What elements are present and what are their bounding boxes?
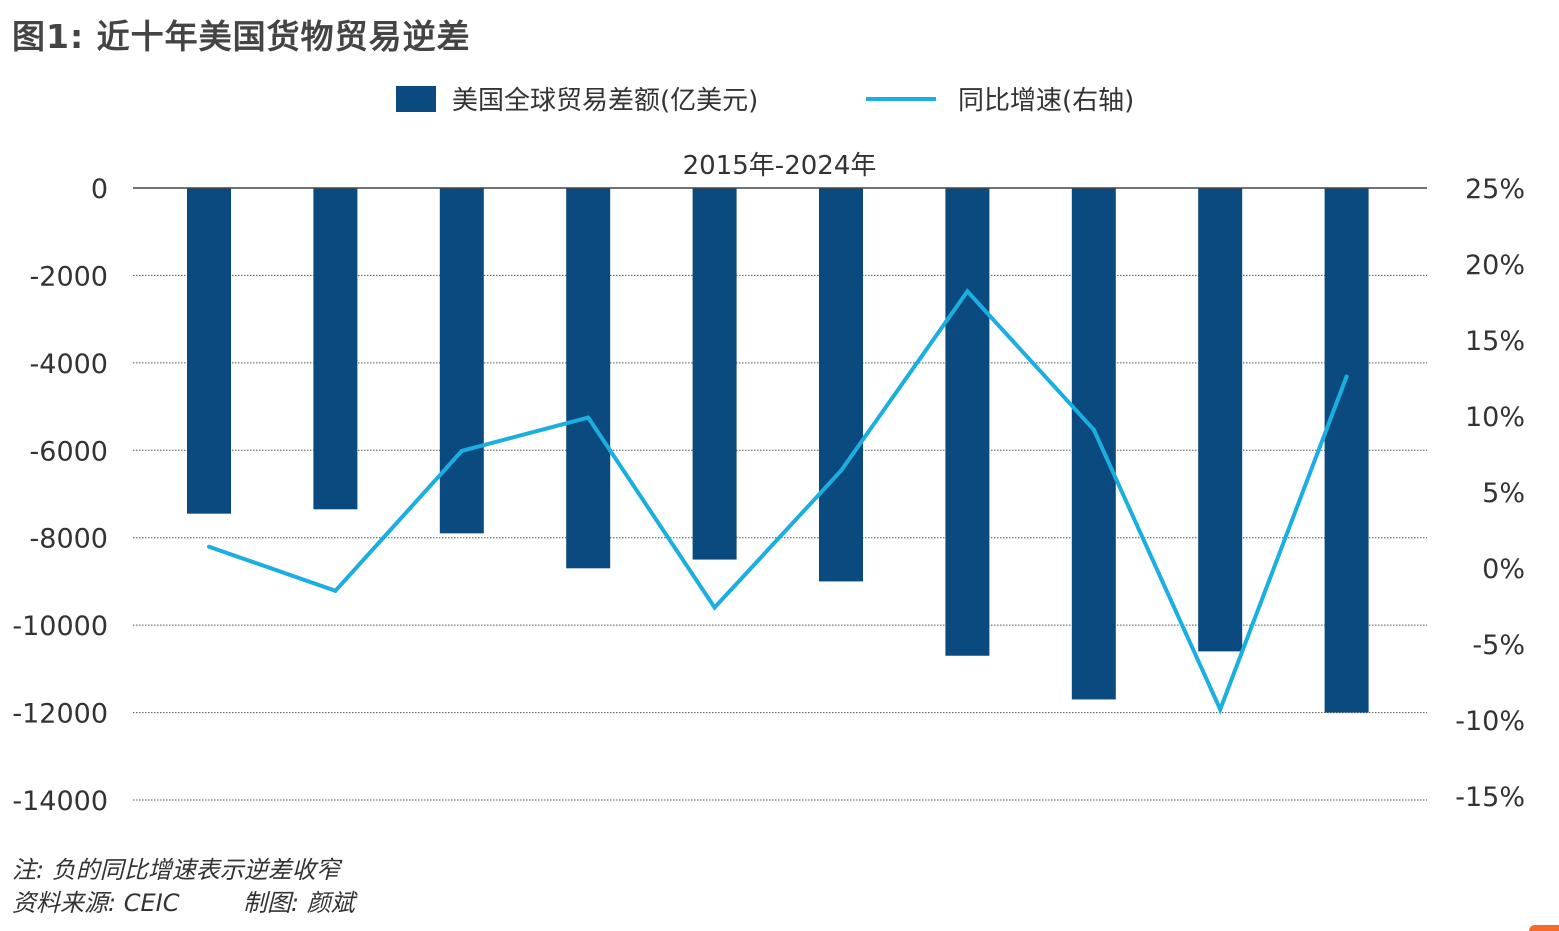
left-tick-label: -8000 xyxy=(30,524,108,555)
bar-2015 xyxy=(187,188,231,514)
right-tick-label: 25% xyxy=(1465,174,1525,205)
bar-2024 xyxy=(1324,188,1369,713)
growth-point-2021 xyxy=(965,289,970,294)
legend-bar-label: 美国全球贸易差额(亿美元) xyxy=(452,86,759,116)
footnote: 注: 负的同比增速表示逆差收窄 xyxy=(12,856,340,884)
left-tick-label: -12000 xyxy=(12,699,108,730)
growth-point-2023 xyxy=(1218,707,1223,712)
legend-item-bar: 美国全球贸易差额(亿美元) xyxy=(396,80,758,117)
chart-subtitle: 2015年-2024年 xyxy=(682,151,877,181)
bar-2021 xyxy=(945,188,990,656)
growth-point-2018 xyxy=(586,415,591,420)
growth-point-2017 xyxy=(459,448,464,453)
right-tick-label: 5% xyxy=(1482,478,1525,509)
growth-line xyxy=(208,288,1349,715)
legend-line-label: 同比增速(右轴) xyxy=(958,86,1135,116)
bar-2019 xyxy=(692,188,737,560)
growth-point-2022 xyxy=(1091,427,1096,432)
bar-2016 xyxy=(313,188,358,510)
growth-point-2020 xyxy=(839,468,843,473)
corner-accent xyxy=(1529,925,1559,931)
left-tick-label: -10000 xyxy=(12,611,108,642)
legend-bar-swatch xyxy=(396,85,436,112)
source-note: 资料来源: CEIC xyxy=(12,889,180,917)
bar-2017 xyxy=(439,188,484,534)
left-tick-label: -6000 xyxy=(30,436,108,467)
left-tick-label: 0 xyxy=(91,174,108,205)
growth-point-2019 xyxy=(712,605,717,610)
bar-2018 xyxy=(566,188,611,569)
right-tick-label: 10% xyxy=(1465,402,1525,433)
growth-point-2016 xyxy=(333,588,338,593)
chart-title: 图1: 近十年美国货物贸易逆差 xyxy=(12,17,471,56)
bar-2020 xyxy=(819,188,863,582)
right-tick-label: -15% xyxy=(1455,782,1525,813)
left-tick-label: -2000 xyxy=(30,261,108,292)
left-tick-label: -14000 xyxy=(12,786,108,817)
bar-2023 xyxy=(1198,188,1243,652)
author-note: 制图: 颜斌 xyxy=(243,889,355,917)
left-tick-label: -4000 xyxy=(30,349,108,380)
right-tick-label: 15% xyxy=(1465,326,1525,357)
right-tick-label: -10% xyxy=(1455,706,1525,737)
growth-point-2024 xyxy=(1344,374,1349,379)
legend-item-line: 同比增速(右轴) xyxy=(866,80,1134,117)
right-tick-label: 20% xyxy=(1465,250,1525,281)
bar-2022 xyxy=(1071,188,1116,700)
right-tick-label: 0% xyxy=(1482,554,1525,585)
right-tick-label: -5% xyxy=(1472,630,1525,661)
legend-line-swatch xyxy=(866,96,936,101)
growth-point-2015 xyxy=(207,544,211,549)
